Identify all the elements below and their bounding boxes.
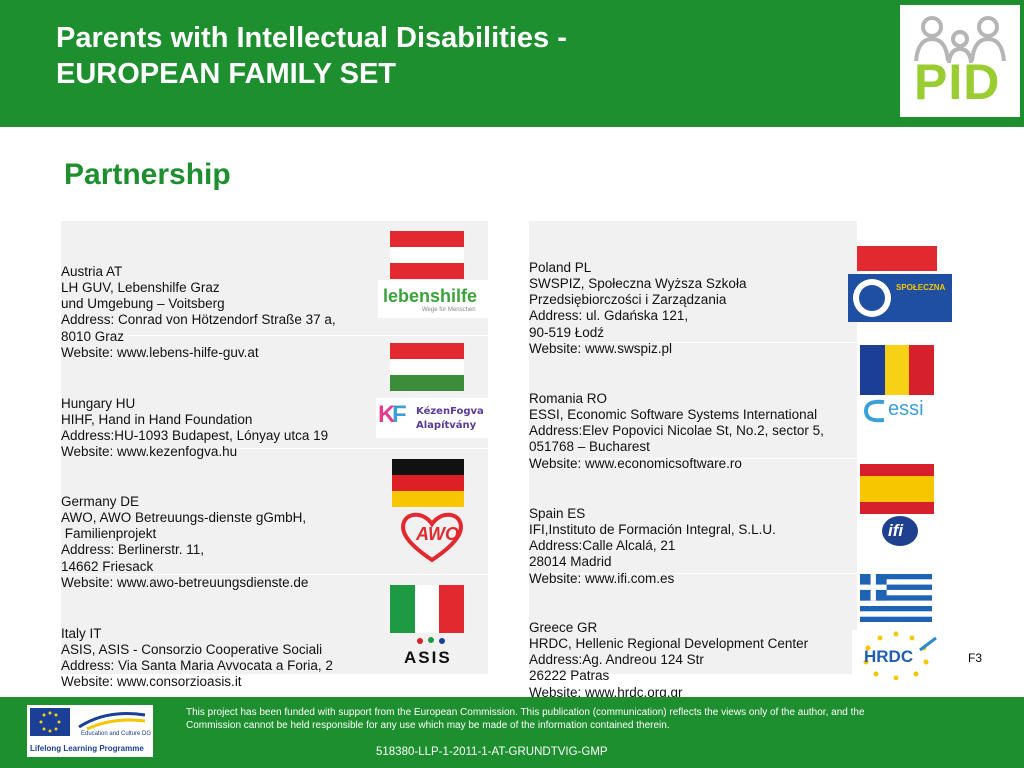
partner-info-line: Address:Elev Popovici Nicolae St, No.2, …: [529, 423, 824, 439]
funder-programme-label: Lifelong Learning Programme: [30, 744, 144, 753]
spain-flag-icon: [860, 464, 934, 514]
swspiz-logo: SPOŁECZNA: [848, 274, 952, 322]
funding-disclaimer: This project has been funded with suppor…: [186, 707, 865, 731]
partner-info-line: Address:Calle Alcalá, 21: [529, 538, 676, 554]
partner-info-line: Austria AT: [61, 263, 123, 279]
divider: [61, 335, 488, 336]
partner-info-line: Website: www.awo-betreuungsdienste.de: [61, 575, 309, 591]
partner-info-line: Website: www.economicsoftware.ro: [529, 455, 742, 471]
divider: [529, 342, 857, 343]
partner-info-line: HIHF, Hand in Hand Foundation: [61, 411, 253, 427]
partner-info-line: LH GUV, Lebenshilfe Graz: [61, 279, 220, 295]
divider: [529, 573, 857, 574]
funder-dg-label: Education and Culture DG: [81, 731, 152, 737]
poland-flag-icon: [857, 221, 937, 271]
partner-info-line: Przedsiębiorczości i Zarządzania: [529, 292, 727, 308]
partner-spain: Spain ES IFI,Instituto de Formación Integ…: [529, 473, 776, 603]
partner-info-line: SWSPIZ, Społeczna Wyższa Szkoła: [529, 275, 747, 291]
partner-info-line: 8010 Graz: [61, 328, 125, 344]
partner-info-line: Website: www.ifi.com.es: [529, 570, 675, 586]
partner-info-line: Website: www.kezenfogva.hu: [61, 444, 238, 460]
divider: [61, 448, 488, 449]
partner-info-line: AWO, AWO Betreuungs-dienste gGmbH,: [61, 509, 307, 525]
stars-ring-icon: [863, 631, 937, 680]
greece-flag-icon: [860, 574, 932, 622]
partner-info-line: 26222 Patras: [529, 668, 610, 684]
partner-info-line: Website: www.lebens-hilfe-guv.at: [61, 345, 259, 361]
partner-poland: Poland PL SWSPIZ, Społeczna Wyższa Szkoła…: [529, 227, 746, 374]
partner-info-line: Website: www.consorzioasis.it: [61, 674, 242, 690]
divider: [61, 574, 488, 575]
partner-info-line: IFI,Instituto de Formación Integral, S.L…: [529, 521, 776, 537]
footer-bar: [0, 697, 1024, 768]
partner-info-line: ASIS, ASIS - Consorzio Cooperative Socia…: [61, 641, 323, 657]
germany-flag-icon: [392, 459, 464, 507]
essi-swirl-icon: [863, 399, 885, 423]
italy-flag-icon: [390, 585, 464, 633]
partner-romania: Romania RO ESSI, Economic Software System…: [529, 358, 824, 488]
partner-info-line: Address:Ag. Andreou 124 Str: [529, 652, 704, 668]
essi-logo: essi: [858, 396, 938, 426]
partners-panel-right: [529, 221, 857, 674]
title-line-2: EUROPEAN FAMILY SET: [56, 58, 397, 90]
partner-info-line: Greece GR: [529, 619, 598, 635]
asis-logo: ASIS: [398, 636, 464, 670]
partner-info-line: HRDC, Hellenic Regional Development Cent…: [529, 635, 809, 651]
partner-info-line: Italy IT: [61, 625, 102, 641]
partner-info-line: Germany DE: [61, 493, 140, 509]
partner-info-line: 14662 Friesack: [61, 558, 154, 574]
divider: [529, 458, 857, 459]
partner-info-line: Website: www.swspiz.pl: [529, 341, 673, 357]
partner-info-line: Address: Via Santa Maria Avvocata a Fori…: [61, 658, 333, 674]
partner-info-line: Address: Berlinerstr. 11,: [61, 542, 205, 558]
partner-info-line: 90-519 Łodź: [529, 324, 605, 340]
partner-germany: Germany DE AWO, AWO Betreuungs-dienste gG…: [61, 461, 308, 608]
partner-info-line: Hungary HU: [61, 395, 136, 411]
header-bar: Parents with Intellectual Disabilities -…: [0, 0, 1024, 127]
swoosh-icon: [78, 712, 146, 731]
romania-flag-icon: [860, 345, 934, 395]
lebenshilfe-logo: lebenshilfe Wege für Menschen: [378, 280, 488, 318]
partner-info-line: ESSI, Economic Software Systems Internat…: [529, 406, 818, 422]
partner-info-line: 28014 Madrid: [529, 554, 612, 570]
partner-info-line: Website: www.hrdc.org.gr: [529, 684, 683, 700]
project-id: 518380-LLP-1-2011-1-AT-GRUNDTVIG-GMP: [376, 746, 608, 758]
partner-info-line: 051768 – Bucharest: [529, 439, 650, 455]
ifi-logo: ifi: [858, 514, 948, 554]
family-figures-icon: [914, 16, 1006, 64]
partner-info-line: und Umgebung – Voitsberg: [61, 296, 225, 312]
figures-icon: [417, 637, 445, 644]
partner-info-line: Familienprojekt: [61, 526, 157, 542]
page-title: Parents with Intellectual Disabilities -…: [56, 20, 567, 92]
partner-austria: Austria AT LH GUV, Lebenshilfe Graz und Um…: [61, 231, 336, 378]
eu-flag-icon: [30, 708, 70, 736]
kezenfogva-logo: K F KézenFogva Alapítvány: [376, 398, 488, 438]
partner-info-line: Address: ul. Gdańska 121,: [529, 308, 689, 324]
austria-flag-icon: [390, 231, 464, 279]
eu-lifelong-learning-logo: Education and Culture DG Lifelong Learni…: [27, 705, 153, 757]
section-title: Partnership: [64, 158, 231, 191]
partner-italy: Italy IT ASIS, ASIS - Consorzio Cooperati…: [61, 593, 333, 707]
slide-number: F3: [968, 651, 983, 665]
hrdc-logo: HRDC: [852, 630, 940, 680]
awo-logo: AWO: [398, 508, 466, 564]
pid-logo: PID: [900, 5, 1020, 117]
partner-info-line: Spain ES: [529, 505, 586, 521]
partner-info-line: Romania RO: [529, 390, 608, 406]
partner-greece: Greece GR HRDC, Hellenic Regional Develop…: [529, 587, 808, 717]
heart-icon: [401, 512, 463, 563]
partner-hungary: Hungary HU HIHF, Hand in Hand Foundation A…: [61, 363, 328, 477]
partner-info-line: Address:HU-1093 Budapest, Lónyay utca 19: [61, 428, 329, 444]
title-line-1: Parents with Intellectual Disabilities -: [56, 22, 567, 54]
partner-info-line: Poland PL: [529, 259, 592, 275]
partner-info-line: Address: Conrad von Hötzendorf Straße 37…: [61, 312, 336, 328]
logo-text: PID: [914, 54, 1001, 110]
hungary-flag-icon: [390, 343, 464, 391]
